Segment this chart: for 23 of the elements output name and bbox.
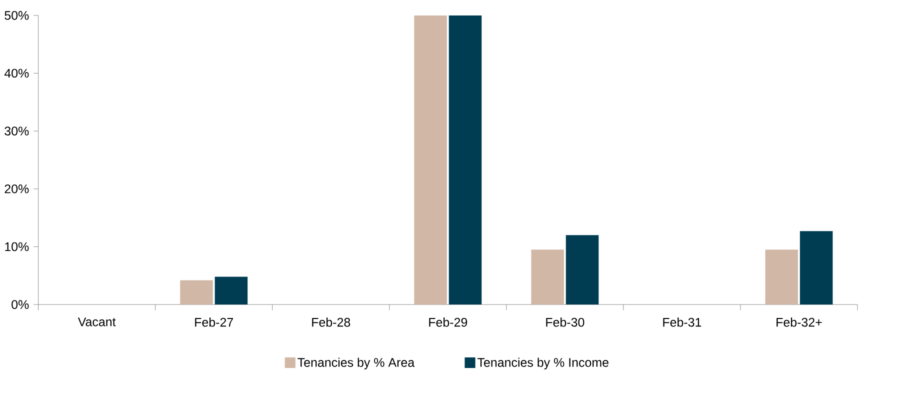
- bar: [180, 280, 213, 304]
- bar: [531, 250, 564, 304]
- y-tick-label: 50%: [4, 10, 29, 20]
- y-tick-label: 0%: [12, 300, 29, 309]
- legend-label: Tenancies by % Income: [478, 358, 608, 370]
- y-tick-label: 20%: [4, 184, 29, 194]
- x-tick-label: Feb-32+: [776, 318, 822, 327]
- y-tick-label: 40%: [4, 68, 29, 78]
- x-tick-label: Vacant: [78, 318, 116, 326]
- bar: [800, 231, 833, 304]
- legend-label: Tenancies by % Area: [298, 358, 415, 370]
- x-tick-label: Feb-28: [312, 318, 350, 327]
- bar: [566, 235, 599, 304]
- bar: [414, 15, 447, 304]
- y-tick-label: 10%: [5, 242, 29, 252]
- x-tick-label: Feb-31: [663, 318, 702, 327]
- y-tick-label: 30%: [4, 126, 29, 136]
- bar: [214, 276, 248, 304]
- bar: [448, 15, 482, 304]
- x-tick-label: Feb-30: [546, 318, 584, 327]
- x-tick-label: Feb-29: [429, 318, 468, 327]
- bar: [765, 250, 798, 304]
- x-tick-label: Feb-27: [195, 318, 233, 327]
